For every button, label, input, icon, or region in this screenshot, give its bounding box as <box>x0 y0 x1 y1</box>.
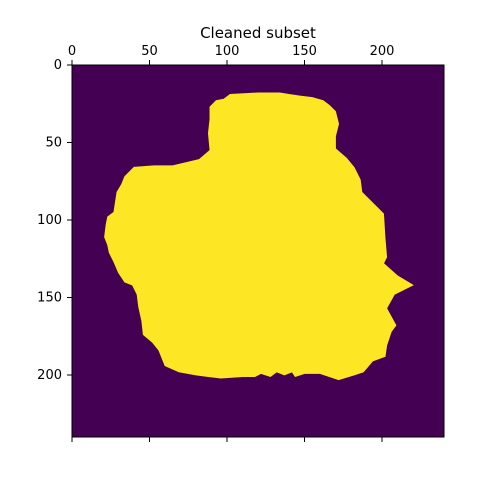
plot-area <box>71 64 445 438</box>
axes-frame <box>71 64 445 438</box>
x-tick-label-50: 50 <box>141 44 158 59</box>
y-tick-label-0: 0 <box>54 58 62 73</box>
x-axis-bottom-ticks <box>71 437 383 442</box>
y-tick-label-200: 200 <box>37 368 62 383</box>
x-tick-label-100: 100 <box>215 44 240 59</box>
x-tick-label-0: 0 <box>68 44 76 59</box>
x-axis-top-ticks: 0 50 100 150 200 <box>68 44 395 65</box>
x-tick-label-200: 200 <box>370 44 395 59</box>
y-axis-ticks: 0 50 100 150 200 <box>37 58 72 383</box>
chart-title: Cleaned subset <box>200 24 316 42</box>
y-tick-label-150: 150 <box>37 291 62 306</box>
mask-region <box>104 92 414 381</box>
y-tick-label-100: 100 <box>37 213 62 228</box>
x-tick-label-150: 150 <box>292 44 317 59</box>
y-tick-label-50: 50 <box>45 136 62 151</box>
